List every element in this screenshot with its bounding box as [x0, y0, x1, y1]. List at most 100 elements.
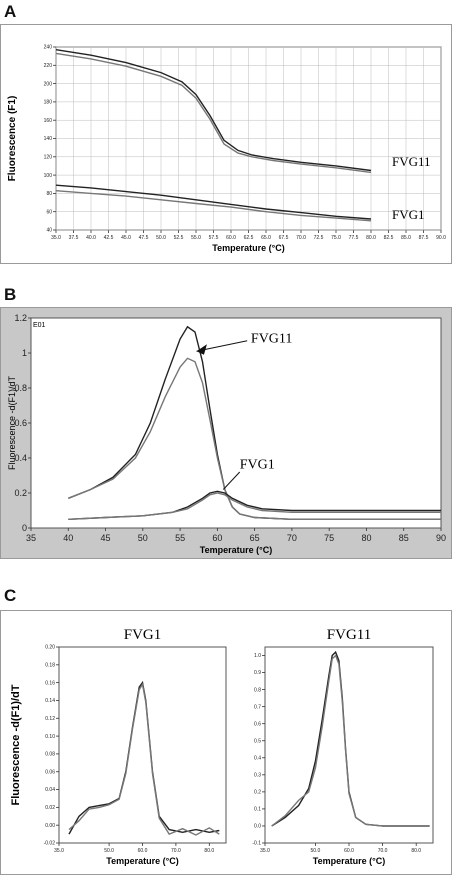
x-tick-label: 85 [399, 533, 409, 543]
y-tick-label: 0.00 [45, 823, 55, 829]
series-line [55, 184, 372, 220]
y-tick-label: 0.20 [45, 645, 55, 651]
y-tick-label: 80 [46, 191, 52, 197]
x-tick-label: 75.0 [331, 235, 341, 241]
annotation-fvg1: FVG1 [392, 207, 425, 222]
x-tick-label: 90.0 [436, 235, 446, 241]
x-tick-label: 85.0 [401, 235, 411, 241]
x-tick-label: 57.5 [209, 235, 219, 241]
panel-b-label: B [4, 285, 17, 304]
y-tick-label: 0.6 [254, 721, 261, 727]
y-tick-label: 0.02 [45, 805, 55, 811]
x-tick-label: 37.5 [69, 235, 79, 241]
y-tick-label: -0.02 [44, 841, 56, 847]
y-tick-label: 140 [44, 136, 53, 142]
y-tick-label: 0.2 [14, 488, 27, 498]
y-tick-label: -0.1 [252, 841, 261, 847]
x-tick-label: 80.0 [366, 235, 376, 241]
y-tick-label: 0.3 [254, 772, 261, 778]
corner-label: E01 [33, 322, 46, 329]
x-tick-label: 70.0 [378, 848, 388, 854]
y-tick-label: 0 [22, 523, 27, 533]
y-tick-label: 1.2 [14, 313, 27, 323]
series-line [55, 49, 372, 172]
y-tick-label: 0.08 [45, 752, 55, 758]
x-tick-label: 80.0 [204, 848, 214, 854]
x-tick-label: 50.0 [156, 235, 166, 241]
y-tick-label: 100 [44, 173, 53, 179]
plot-C-left: 35.0 50.0 60.0 70.0 80.0 -0.02 0.00 0.02 0.04 0.0… [10, 627, 227, 866]
x-tick-label: 50.0 [104, 848, 114, 854]
x-tick-label: 72.5 [314, 235, 324, 241]
x-tick-label: 35.0 [54, 848, 64, 854]
y-axis-label: Fluorescence -d(F1)/dT [7, 375, 17, 470]
x-tick-label: 87.5 [419, 235, 429, 241]
y-tick-label: 120 [44, 154, 53, 160]
y-tick-label: 200 [44, 81, 53, 87]
x-tick-label: 35.0 [51, 235, 61, 241]
x-tick-label: 50.0 [311, 848, 321, 854]
y-tick-label: 0.5 [254, 738, 261, 744]
x-tick-label: 52.5 [174, 235, 184, 241]
y-tick-label: 40 [46, 228, 52, 234]
y-tick-label: 0.16 [45, 680, 55, 686]
plot-area [58, 646, 227, 844]
series-line [55, 52, 372, 174]
x-tick-label: 55.0 [191, 235, 201, 241]
y-tick-label: 0.8 [14, 383, 27, 393]
panel-c-label: C [4, 586, 17, 605]
series-line [55, 190, 372, 222]
plot-area [30, 317, 442, 529]
y-tick-label: 0.9 [254, 670, 261, 676]
annotation-fvg11: FVG11 [251, 332, 293, 347]
y-tick-label: 0.6 [14, 418, 27, 428]
y-tick-label: 0.12 [45, 716, 55, 722]
x-tick-label: 77.5 [349, 235, 359, 241]
series-line [68, 680, 220, 835]
plot-A: 35.0 37.5 40.0 42.5 45.0 47.5 50.0 52.5 55.0 57.5… [7, 45, 446, 253]
x-tick-label: 65 [250, 533, 260, 543]
x-tick-label: 50 [138, 533, 148, 543]
x-tick-label: 70.0 [296, 235, 306, 241]
y-tick-label: 160 [44, 118, 53, 124]
x-axis-label: Temperature (°C) [106, 856, 178, 866]
y-tick-label: 0.18 [45, 662, 55, 668]
x-tick-label: 45.0 [121, 235, 131, 241]
x-tick-label: 70.0 [171, 848, 181, 854]
x-axis-label: Temperature (°C) [313, 856, 385, 866]
y-axis-label: Fluorescence (F1) [7, 96, 18, 182]
x-tick-label: 42.5 [104, 235, 114, 241]
x-tick-label: 60 [212, 533, 222, 543]
x-tick-label: 35.0 [260, 848, 270, 854]
panel-c-frame: 35.0 50.0 60.0 70.0 80.0 -0.02 0.00 0.02 0.04 0.0… [0, 610, 452, 875]
x-tick-label: 75 [324, 533, 334, 543]
x-tick-label: 80.0 [411, 848, 421, 854]
panel-b-chart: 35 40 45 50 55 60 65 70 75 80 85 90 0 0.2 0.4 0.6 0.8 1 1.… [7, 313, 446, 555]
x-tick-label: 45 [101, 533, 111, 543]
y-tick-label: 220 [44, 63, 53, 69]
y-tick-label: 180 [44, 100, 53, 106]
y-tick-label: 0.14 [45, 698, 55, 704]
series-line [68, 492, 441, 520]
annotation-fvg1: FVG1 [240, 458, 275, 473]
panel-b-frame: 35 40 45 50 55 60 65 70 75 80 85 90 0 0.2 0.4 0.6 0.8 1 1.… [0, 307, 452, 559]
y-tick-label: 1 [22, 348, 27, 358]
annotation-fvg11: FVG11 [392, 154, 431, 169]
arrowhead-fvg11 [196, 344, 207, 355]
x-tick-label: 90 [436, 533, 446, 543]
y-tick-label: 0.10 [45, 734, 55, 740]
x-tick-label: 62.5 [244, 235, 254, 241]
x-tick-label: 55 [175, 533, 185, 543]
x-tick-label: 47.5 [139, 235, 149, 241]
x-tick-label: 40.0 [86, 235, 96, 241]
y-tick-label: 0.04 [45, 787, 55, 793]
y-tick-label: 0.7 [254, 704, 261, 710]
x-tick-label: 40 [63, 533, 73, 543]
x-axis-label: Temperature (°C) [200, 545, 272, 555]
panel-c-chart: 35.0 50.0 60.0 70.0 80.0 -0.02 0.00 0.02 0.04 0.0… [10, 627, 434, 866]
y-tick-label: 0.4 [254, 755, 261, 761]
y-tick-label: 60 [46, 209, 52, 215]
chart-title: FVG1 [124, 627, 162, 643]
y-axis-label: Fluorescence -d(F1)/dT [10, 684, 22, 805]
y-tick-label: 240 [44, 45, 53, 51]
